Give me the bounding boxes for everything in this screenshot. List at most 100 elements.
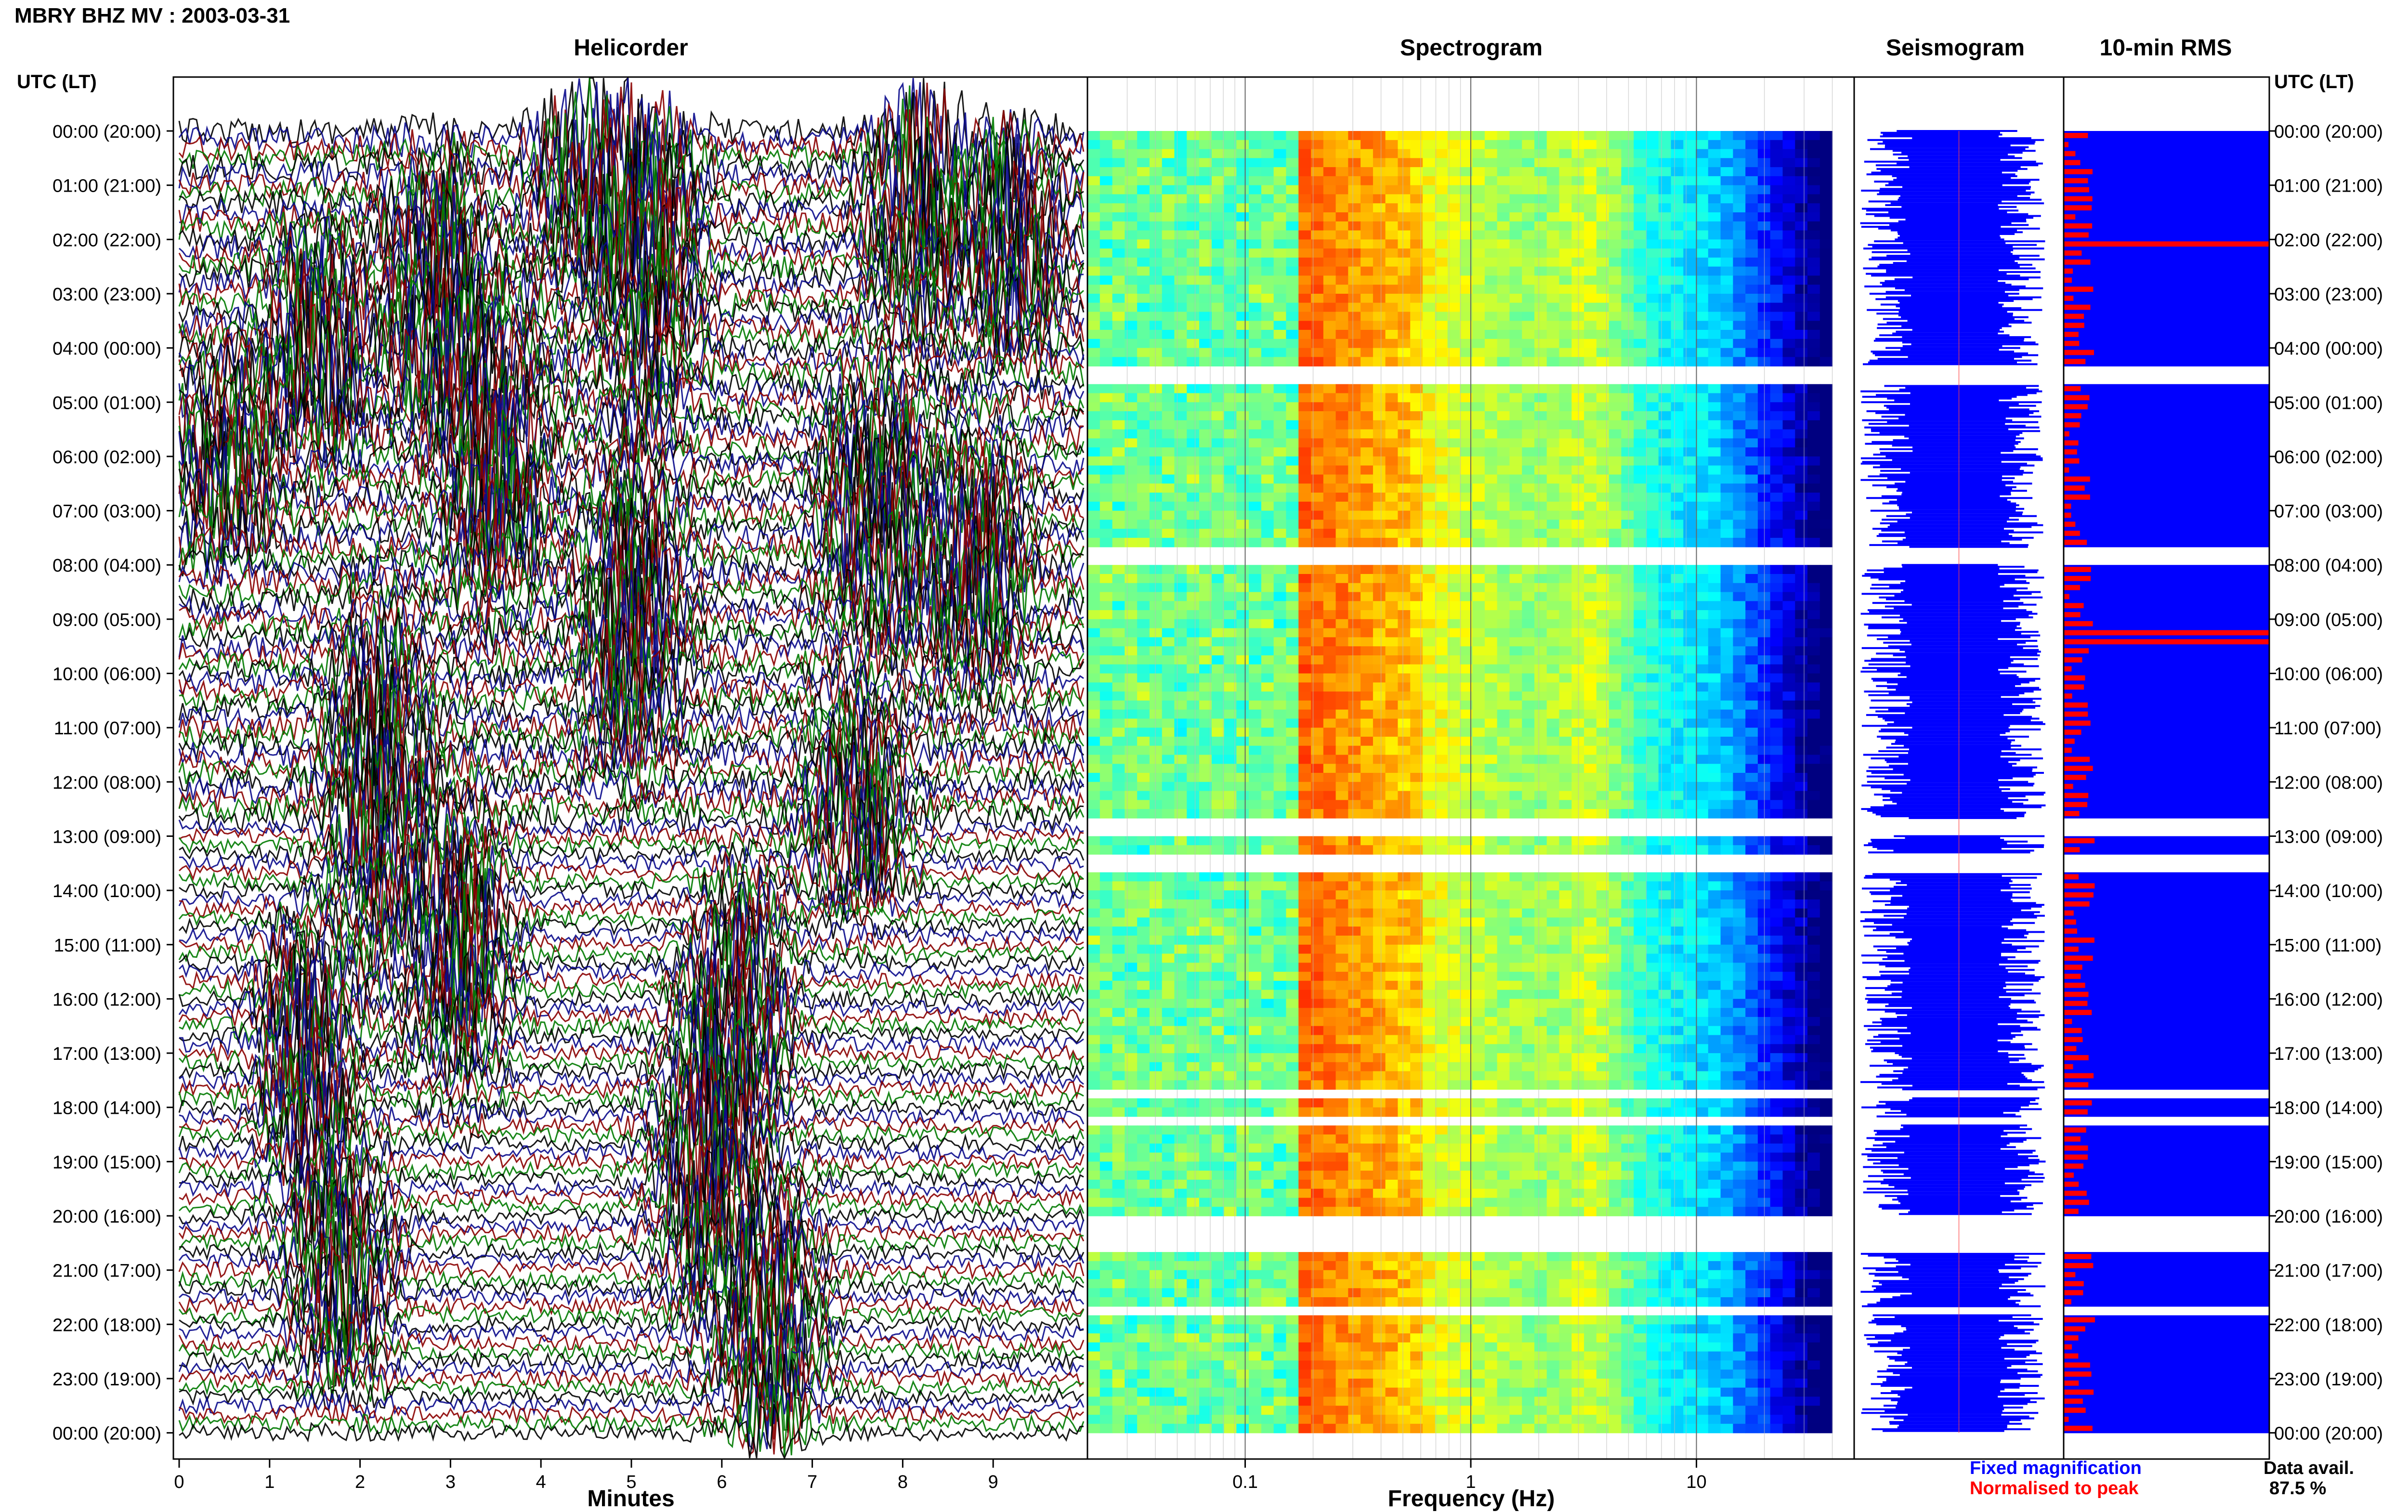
spectrogram-cell bbox=[1745, 583, 1758, 593]
spectrogram-cell bbox=[1398, 755, 1411, 765]
helicorder-trace bbox=[179, 879, 1084, 1005]
spectrogram-cell bbox=[1584, 131, 1597, 141]
spectrogram-cell bbox=[1571, 718, 1584, 728]
spectrogram-cell bbox=[1286, 221, 1299, 231]
spectrogram-cell bbox=[1236, 501, 1249, 511]
spectrogram-cell bbox=[1770, 529, 1783, 538]
spectrogram-cell bbox=[1819, 194, 1833, 204]
spectrogram-cell bbox=[1236, 728, 1249, 737]
spectrogram-cell bbox=[1249, 447, 1262, 457]
spectrogram-cell bbox=[1361, 592, 1374, 602]
spectrogram-cell bbox=[1125, 266, 1138, 276]
spectrogram-cell bbox=[1261, 646, 1274, 656]
spectrogram-cell bbox=[1509, 203, 1522, 213]
spectrogram-cell bbox=[1298, 700, 1311, 710]
spectrogram-cell bbox=[1398, 474, 1411, 484]
spectrogram-cell bbox=[1559, 646, 1572, 656]
spectrogram-cell bbox=[1770, 158, 1783, 168]
spectrogram-cell bbox=[1609, 402, 1622, 412]
spectrogram-cell bbox=[1423, 239, 1436, 249]
spectrogram-cell bbox=[1770, 447, 1783, 457]
spectrogram-cell bbox=[1162, 438, 1175, 448]
spectrogram-cell bbox=[1298, 140, 1311, 150]
spectrogram-cell bbox=[1733, 275, 1746, 285]
spectrogram-cell bbox=[1782, 429, 1796, 439]
spectrogram-cell bbox=[1137, 420, 1150, 430]
spectrogram-cell bbox=[1348, 619, 1361, 629]
spectrogram-cell bbox=[1596, 583, 1610, 593]
spectrogram-cell bbox=[1187, 637, 1200, 647]
spectrogram-cell bbox=[1745, 420, 1758, 430]
spectrogram-cell bbox=[1125, 520, 1138, 529]
spectrogram-cell bbox=[1534, 736, 1547, 746]
spectrogram-cell bbox=[1658, 230, 1672, 240]
spectrogram-cell bbox=[1298, 800, 1311, 809]
spectrogram-cell bbox=[1584, 755, 1597, 765]
spectrogram-cell bbox=[1720, 501, 1734, 511]
spectrogram-cell bbox=[1137, 483, 1150, 493]
spectrogram-cell bbox=[1199, 537, 1212, 547]
spectrogram-cell bbox=[1261, 257, 1274, 267]
spectrogram-cell bbox=[1348, 700, 1361, 710]
spectrogram-cell bbox=[1509, 501, 1522, 511]
spectrogram-cell bbox=[1224, 836, 1237, 846]
spectrogram-cell bbox=[1361, 881, 1374, 891]
spectrogram-cell bbox=[1385, 736, 1399, 746]
spectrogram-cell bbox=[1261, 908, 1274, 918]
spectrogram-cell bbox=[1795, 203, 1808, 213]
spectrogram-cell bbox=[1286, 718, 1299, 728]
spectrogram-cell bbox=[1683, 881, 1696, 891]
spectrogram-cell bbox=[1484, 755, 1498, 765]
spectrogram-cell bbox=[1782, 673, 1796, 683]
spectrogram-cell bbox=[1472, 917, 1485, 927]
helicorder-trace bbox=[179, 682, 1085, 808]
spectrogram-cell bbox=[1423, 357, 1436, 366]
spectrogram-cell bbox=[1211, 565, 1225, 574]
spectrogram-cell bbox=[1807, 610, 1820, 620]
spectrogram-cell bbox=[1435, 149, 1448, 159]
spectrogram-cell bbox=[1435, 203, 1448, 213]
spectrogram-cell bbox=[1546, 836, 1560, 846]
spectrogram-cell bbox=[1236, 203, 1249, 213]
spectrogram-cell bbox=[1460, 529, 1473, 538]
spectrogram-cell bbox=[1460, 411, 1473, 421]
spectrogram-cell bbox=[1571, 465, 1584, 475]
spectrogram-cell bbox=[1596, 294, 1610, 303]
spectrogram-cell bbox=[1199, 926, 1212, 936]
spectrogram-cell bbox=[1696, 339, 1709, 349]
spectrogram-cell bbox=[1733, 782, 1746, 792]
spectrogram-cell bbox=[1373, 529, 1386, 538]
spectrogram-cell bbox=[1708, 800, 1721, 809]
spectrogram-cell bbox=[1634, 493, 1647, 502]
legend-fixed-magnification: Fixed magnification bbox=[1970, 1458, 2142, 1478]
spectrogram-cell bbox=[1696, 917, 1709, 927]
spectrogram-cell bbox=[1087, 601, 1100, 611]
spectrogram-cell bbox=[1522, 510, 1535, 521]
spectrogram-cell bbox=[1658, 257, 1672, 267]
spectrogram-cell bbox=[1634, 393, 1647, 403]
spectrogram-cell bbox=[1435, 493, 1448, 502]
spectrogram-cell bbox=[1770, 438, 1783, 448]
spectrogram-cell bbox=[1646, 691, 1659, 701]
spectrogram-cell bbox=[1509, 185, 1522, 195]
spectrogram-cell bbox=[1596, 619, 1610, 629]
spectrogram-cell bbox=[1509, 583, 1522, 593]
spectrogram-cell bbox=[1460, 167, 1473, 177]
spectrogram-cell bbox=[1162, 167, 1175, 177]
spectrogram-cell bbox=[1447, 845, 1461, 855]
spectrogram-cell bbox=[1472, 764, 1485, 773]
spectrogram-cell bbox=[1087, 908, 1100, 918]
spectrogram-cell bbox=[1423, 782, 1436, 792]
spectrogram-cell bbox=[1497, 926, 1510, 936]
spectrogram-cell bbox=[1683, 673, 1696, 683]
spectrogram-cell bbox=[1634, 510, 1647, 521]
spectrogram-cell bbox=[1323, 275, 1336, 285]
spectrogram-cell bbox=[1559, 520, 1572, 529]
spectrogram-cell bbox=[1571, 791, 1584, 801]
spectrogram-cell bbox=[1621, 845, 1634, 855]
spectrogram-cell bbox=[1137, 809, 1150, 819]
spectrogram-cell bbox=[1174, 149, 1187, 159]
spectrogram-cell bbox=[1249, 782, 1262, 792]
spectrogram-cell bbox=[1509, 908, 1522, 918]
spectrogram-cell bbox=[1807, 266, 1820, 276]
